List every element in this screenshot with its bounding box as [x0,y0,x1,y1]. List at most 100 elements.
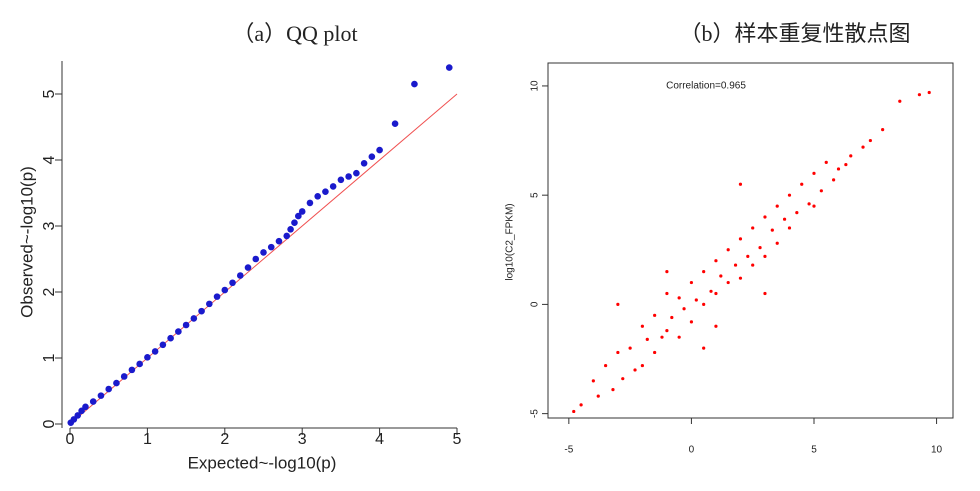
point [604,363,608,368]
point [738,182,743,186]
point [329,183,337,190]
point [714,324,718,328]
x-tick-label: 0 [66,431,75,448]
point [763,291,767,296]
point [113,379,120,387]
point [360,160,368,167]
point [572,409,576,414]
point [376,146,383,154]
y-tick-label: 5 [41,89,58,98]
x-tick-label: 10 [931,445,943,456]
point [267,243,275,251]
point [252,255,260,263]
y-axis-label: log10(C2_FPKM) [505,203,516,280]
point [763,254,767,258]
point [800,182,804,186]
point [579,403,583,407]
point [733,263,738,267]
y-tick-label: 4 [41,155,58,164]
point [445,64,453,71]
point [229,279,236,287]
point [206,300,213,308]
point [775,204,779,208]
point [824,160,828,164]
point [660,335,664,339]
y-tick-label: 3 [41,221,58,230]
x-tick-label: 1 [143,431,152,448]
point [322,188,329,195]
point [689,280,694,285]
point [689,320,694,324]
point [89,398,97,405]
point [221,286,229,294]
point [714,291,718,296]
point [677,296,681,300]
point [763,215,767,219]
point [844,162,848,167]
point [682,307,686,311]
point [628,346,632,350]
point [182,321,190,329]
point [368,153,376,160]
point [832,178,836,182]
point [167,334,174,342]
point [198,307,205,315]
point [836,167,841,171]
point [751,226,755,230]
point [868,138,872,143]
point [345,173,352,180]
point [275,237,283,245]
chart-title: （b）样本重复性散点图 [679,21,910,46]
chart-title: （a）QQ plot [232,21,357,46]
point [677,335,681,339]
x-tick-label: 3 [298,431,307,448]
point [159,341,167,349]
point [726,248,730,252]
point [670,315,674,320]
point [596,394,600,398]
y-tick-label: -5 [530,409,541,418]
point [807,202,811,206]
point [175,328,182,335]
point [640,363,644,368]
point [260,249,267,256]
y-tick-label: 0 [41,419,58,428]
point [751,263,755,267]
point [714,259,718,263]
point [616,350,620,355]
point [819,189,823,193]
point [726,280,730,285]
x-tick-label: 5 [453,431,462,448]
point [812,171,816,175]
point [616,302,620,306]
y-tick-label: 2 [41,287,58,296]
point [738,276,743,280]
point [917,93,922,97]
point [787,226,792,230]
point [795,211,799,215]
point [291,219,298,226]
point [653,313,657,317]
point [136,360,143,368]
point [120,373,128,380]
point [82,403,89,411]
point [758,246,762,250]
point [849,154,853,158]
point [298,208,306,215]
y-tick-label: 0 [530,301,541,307]
point [295,212,302,220]
point [927,90,931,95]
y-axis-label: Observed~-log10(p) [17,166,36,318]
point [812,204,816,208]
point [665,329,669,333]
point [244,264,252,271]
point [411,80,418,88]
point [97,392,105,399]
point [665,270,669,274]
point [213,293,221,300]
plot-frame [547,62,954,419]
point [770,228,774,232]
point [738,237,743,241]
reference-line [69,93,458,425]
point [787,193,792,197]
